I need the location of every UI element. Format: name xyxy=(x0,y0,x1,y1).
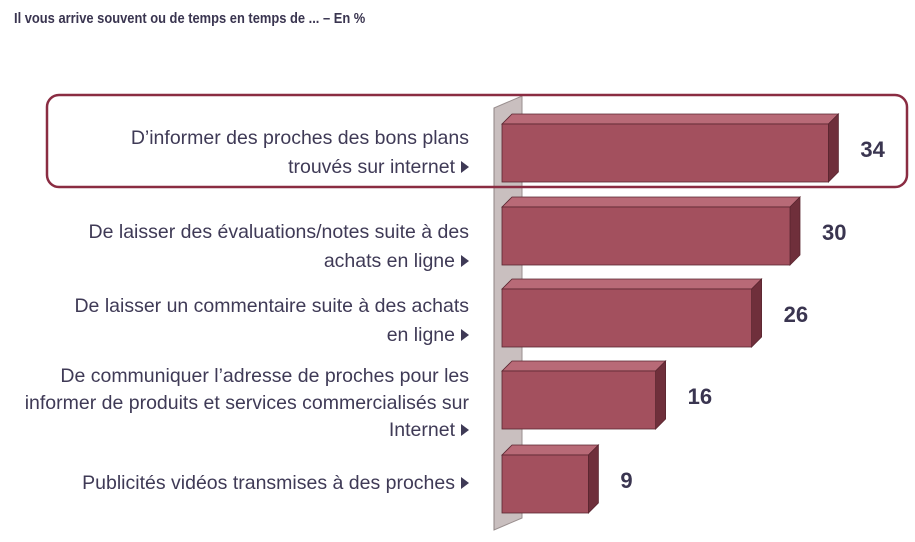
bar-side-face xyxy=(789,196,801,266)
category-label: Internet xyxy=(9,418,469,442)
category-label: De laisser un commentaire suite à des ac… xyxy=(74,295,469,317)
category-label: De laisser des évaluations/notes suite à… xyxy=(88,221,469,243)
highlight-frame xyxy=(45,93,909,189)
bar-top-face xyxy=(501,113,840,125)
bar xyxy=(501,288,753,348)
bar-top-face xyxy=(501,278,763,290)
category-label: De communiquer l’adresse de proches pour… xyxy=(60,365,469,387)
category-label: achats en ligne xyxy=(9,249,469,273)
category-label: informer de produits et services commerc… xyxy=(24,392,469,414)
data-label: 16 xyxy=(687,384,713,409)
triangle-right-icon xyxy=(461,254,469,267)
bar xyxy=(501,206,791,266)
bar-side-face xyxy=(828,113,839,183)
bar xyxy=(501,454,589,514)
triangle-right-icon xyxy=(461,423,469,436)
bar-top-face xyxy=(501,196,801,208)
triangle-right-icon xyxy=(461,160,469,173)
bar xyxy=(501,370,657,430)
bar-side-face xyxy=(751,278,762,348)
chart-title: Il vous arrive souvent ou de temps en te… xyxy=(14,10,366,27)
bar xyxy=(501,123,829,183)
data-label: 30 xyxy=(822,220,847,245)
bar-top-face xyxy=(501,444,600,456)
data-label: 34 xyxy=(860,137,885,162)
data-label: 26 xyxy=(783,302,809,327)
triangle-right-icon xyxy=(461,328,469,341)
category-label: trouvés sur internet xyxy=(9,155,469,179)
bar-side-face xyxy=(655,360,666,430)
category-label: D’informer des proches des bons plans xyxy=(130,127,469,149)
bar-side-face xyxy=(588,444,599,514)
category-label: Publicités vidéos transmises à des proch… xyxy=(9,471,469,495)
triangle-right-icon xyxy=(461,476,469,489)
category-label: en ligne xyxy=(9,323,469,347)
bar-top-face xyxy=(501,360,667,372)
data-label: 9 xyxy=(620,468,633,493)
